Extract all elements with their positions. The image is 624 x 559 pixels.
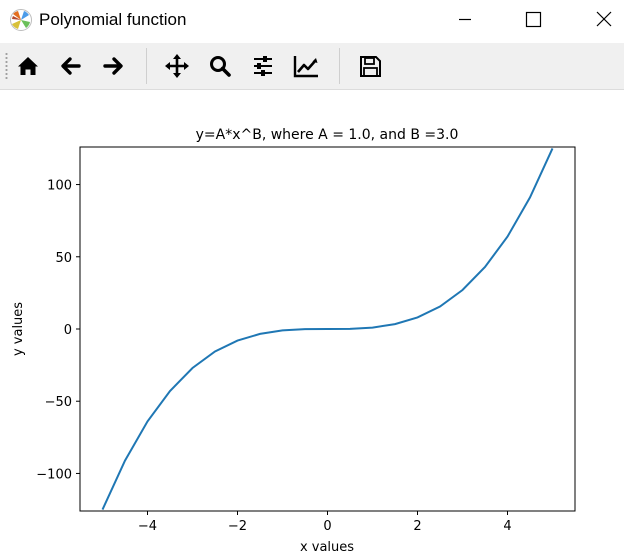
figure-canvas[interactable]: y=A*x^B, where A = 1.0, and B =3.0 −4 −2 0… (0, 90, 624, 555)
toolbar-separator (339, 48, 340, 84)
magnifier-icon (210, 56, 231, 77)
chart-title: y=A*x^B, where A = 1.0, and B =3.0 (196, 127, 459, 143)
x-tick-label: 2 (413, 519, 421, 534)
x-tick-label: 4 (503, 519, 511, 534)
pan-button[interactable] (160, 49, 194, 83)
close-icon (596, 11, 612, 27)
arrow-right-icon (103, 57, 123, 75)
maximize-icon (525, 11, 542, 28)
floppy-disk-icon (360, 56, 381, 77)
sliders-icon (254, 56, 272, 76)
y-tick-label: 100 (47, 179, 72, 194)
arrow-left-icon (61, 57, 81, 75)
forward-button[interactable] (96, 49, 130, 83)
home-button[interactable] (11, 49, 45, 83)
close-button[interactable] (580, 0, 624, 40)
save-button[interactable] (353, 49, 387, 83)
matplotlib-logo-icon (9, 8, 33, 32)
y-axis-label: y values (11, 302, 26, 356)
title-bar: Polynomial function (0, 0, 624, 40)
customize-button[interactable] (289, 49, 323, 83)
series-line (101, 147, 554, 511)
x-tick-label: 0 (323, 519, 331, 534)
y-tick-label: 50 (55, 251, 72, 266)
x-tick-label: −2 (228, 519, 247, 534)
x-tick-label: −4 (138, 519, 157, 534)
window-title: Polynomial function (39, 10, 187, 29)
y-tick-label: 0 (64, 323, 72, 338)
back-button[interactable] (54, 49, 88, 83)
minimize-button[interactable] (442, 0, 488, 40)
move-icon (165, 54, 189, 78)
zoom-button[interactable] (203, 49, 237, 83)
navigation-toolbar (0, 43, 624, 90)
toolbar-grip[interactable] (5, 52, 8, 80)
subplots-button[interactable] (246, 49, 280, 83)
x-axis-label: x values (300, 540, 354, 554)
y-tick-label: −100 (36, 467, 72, 482)
chart[interactable]: y=A*x^B, where A = 1.0, and B =3.0 −4 −2 0… (0, 90, 624, 555)
toolbar-separator (146, 48, 147, 84)
minimize-icon (459, 18, 471, 21)
maximize-button[interactable] (510, 0, 556, 40)
home-icon (18, 57, 38, 75)
y-tick-label: −50 (45, 395, 72, 410)
chart-line-icon (293, 56, 318, 78)
